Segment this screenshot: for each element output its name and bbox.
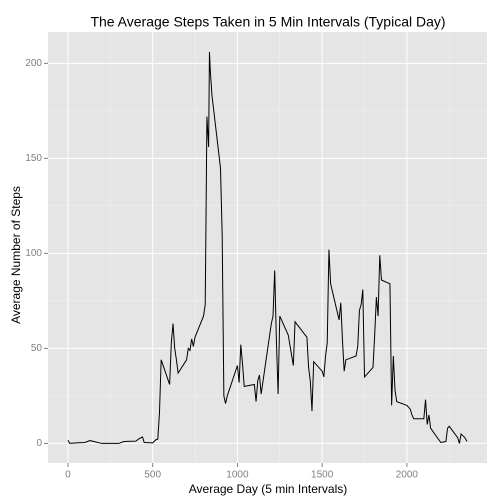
x-tick-label: 1500	[311, 470, 334, 481]
panel	[48, 32, 487, 463]
data-line	[67, 51, 468, 444]
x-tick-label: 500	[144, 470, 161, 481]
chart-title: The Average Steps Taken in 5 Min Interva…	[90, 14, 445, 30]
y-tick-label: 100	[25, 248, 42, 259]
y-tick-label: 0	[36, 438, 42, 449]
x-axis-label: Average Day (5 min Intervals)	[189, 482, 348, 496]
y-tick-label: 50	[31, 343, 43, 354]
x-tick-label: 0	[65, 470, 71, 481]
y-tick-label: 200	[25, 58, 42, 69]
x-tick-label: 1000	[226, 470, 249, 481]
y-axis-label: Average Number of Steps	[9, 186, 23, 324]
y-tick-label: 150	[25, 153, 42, 164]
x-tick-label: 2000	[396, 470, 419, 481]
